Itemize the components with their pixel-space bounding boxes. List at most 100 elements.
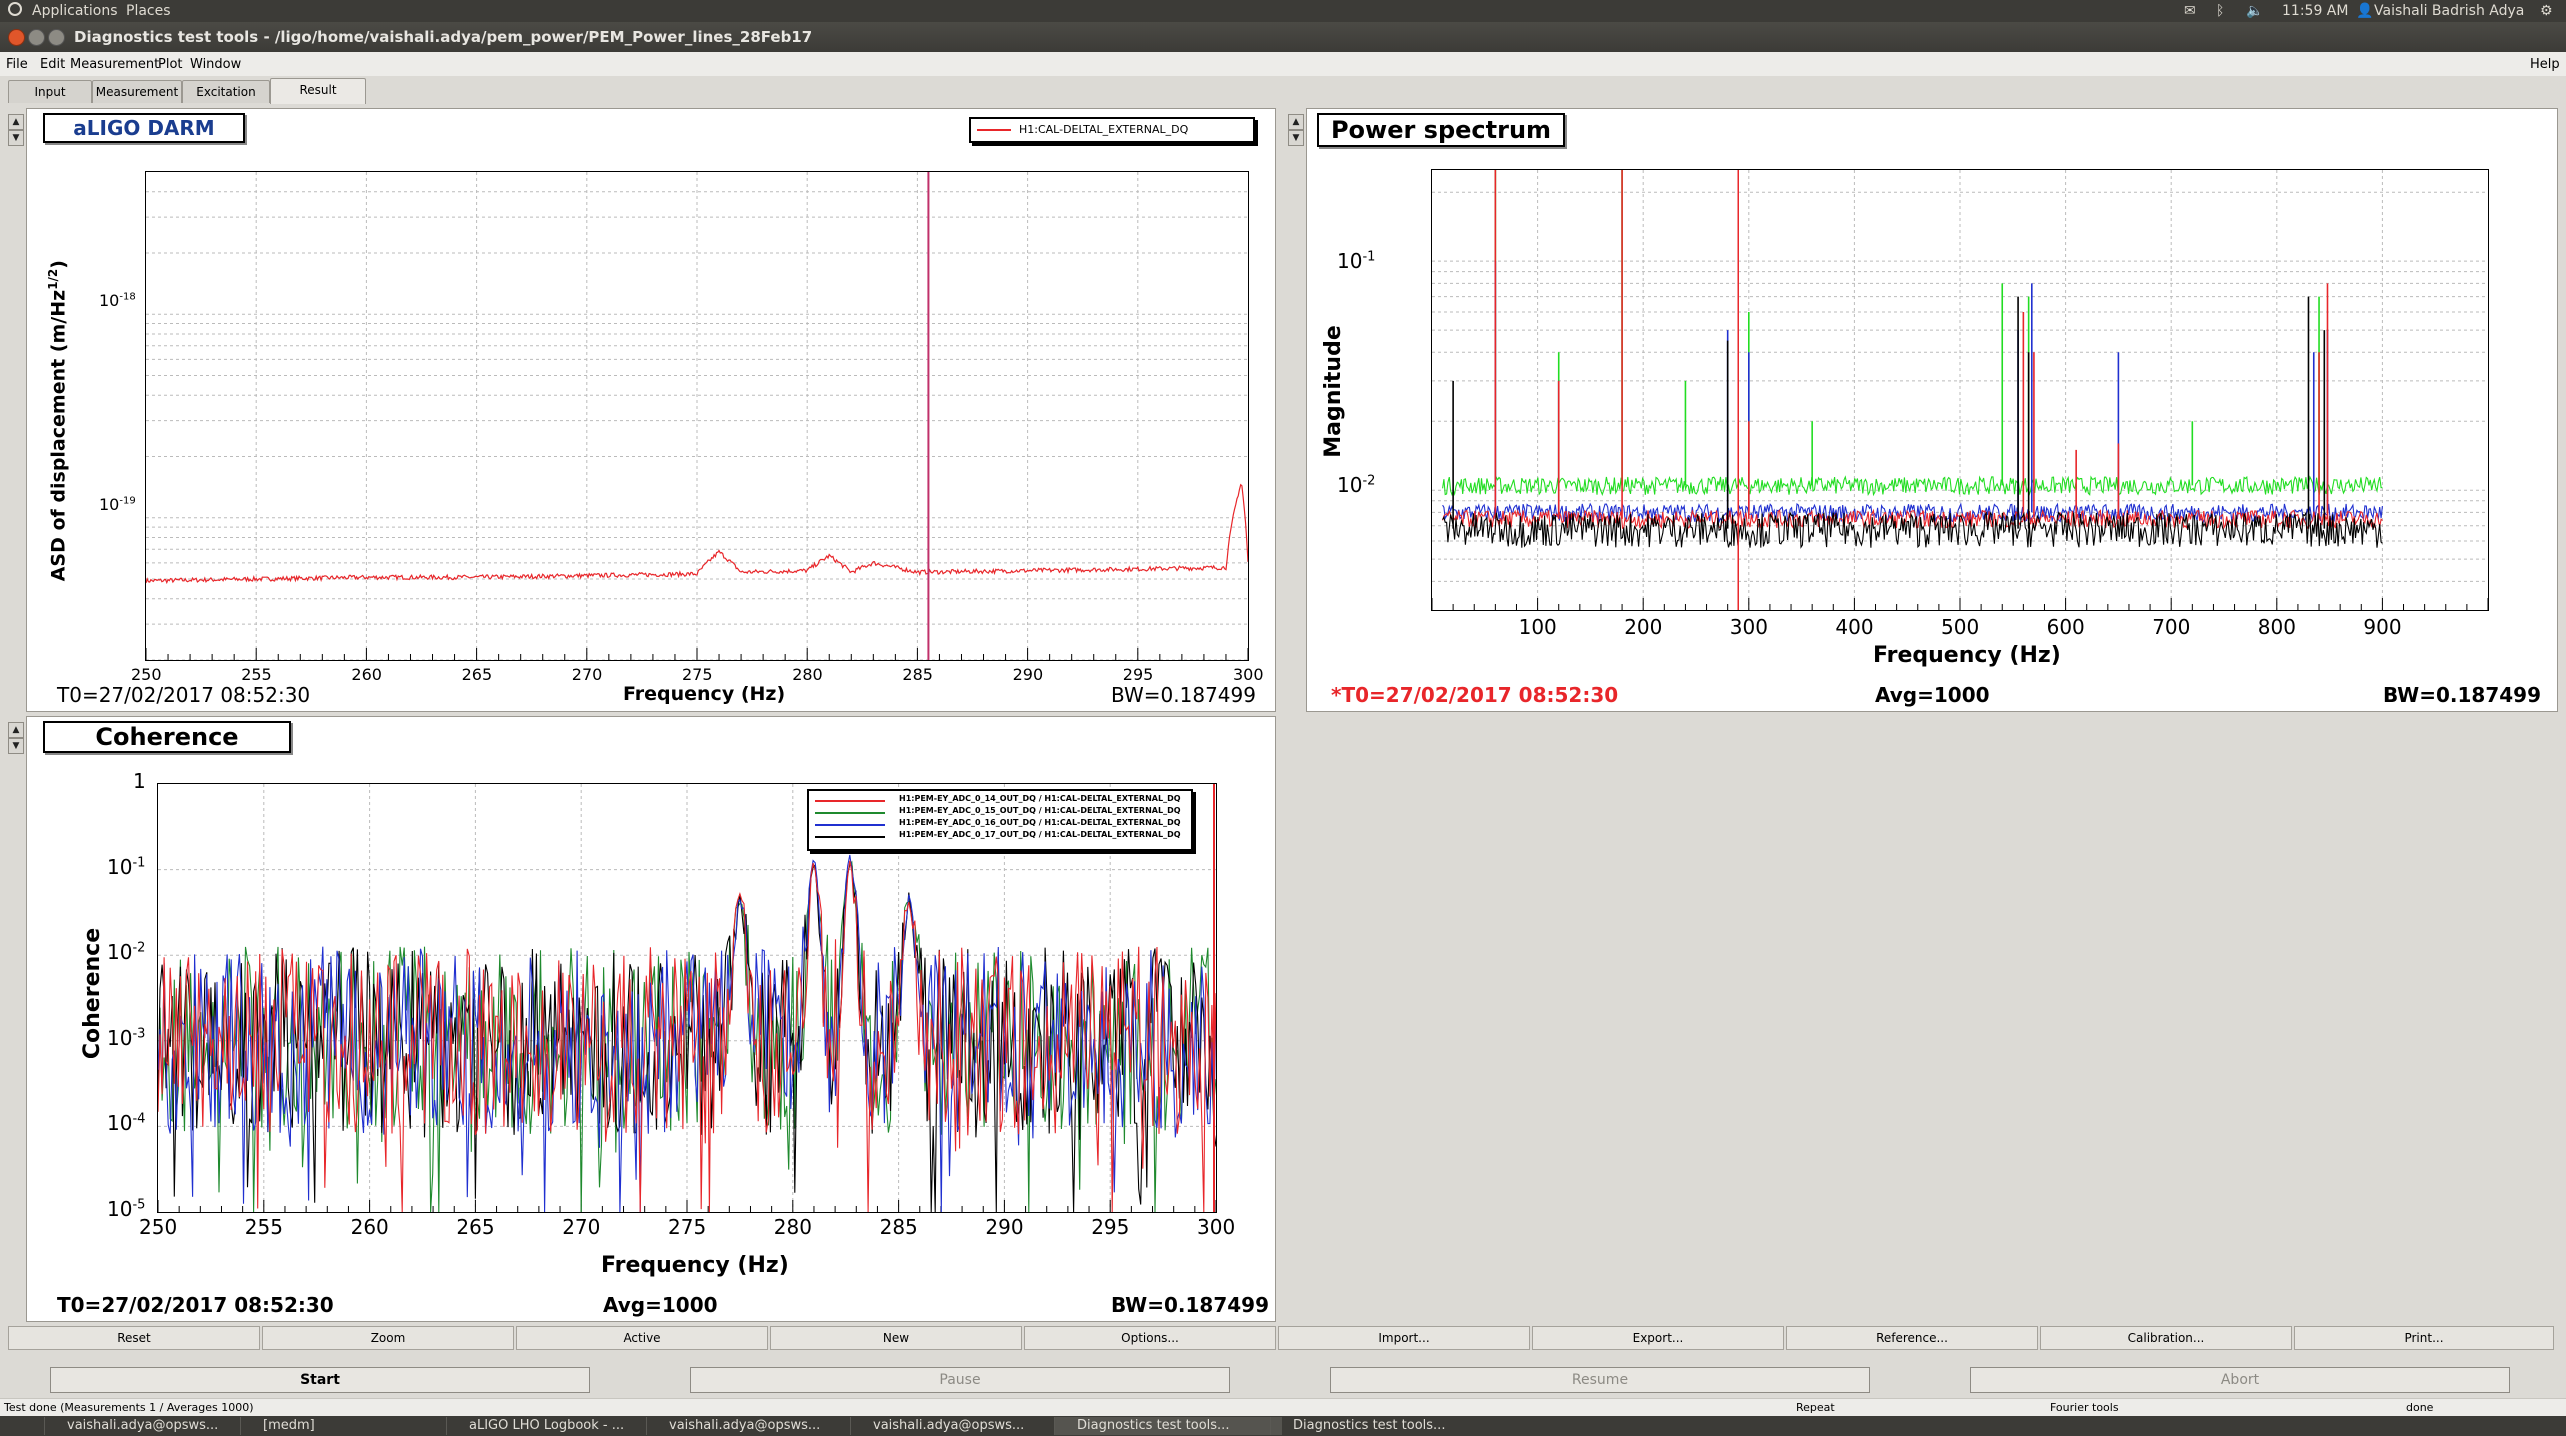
coherence-chart [158,784,1216,1212]
pad3-scroll-down-icon[interactable]: ▼ [8,738,24,754]
zoom-button[interactable]: Zoom [262,1326,514,1350]
darm-legend: H1:CAL-DELTAL_EXTERNAL_DQ [969,117,1255,143]
applications-menu[interactable]: Applications [32,3,118,19]
taskbar-item-diag-1[interactable]: Diagnostics test tools... [1054,1417,1282,1435]
power-chart [1432,170,2488,610]
pad1-scroll-up-icon[interactable]: ▲ [8,114,24,130]
taskbar-item-logbook[interactable]: aLIGO LHO Logbook - ... [446,1417,659,1435]
darm-xtick-label: 250 [131,665,162,684]
tab-result[interactable]: Result [270,78,366,104]
pause-button[interactable]: Pause [690,1367,1230,1393]
coherence-legend-swatch [815,800,885,802]
export-button[interactable]: Export... [1532,1326,1784,1350]
pad1-scroll-down-icon[interactable]: ▼ [8,130,24,146]
close-window-icon[interactable] [8,29,25,46]
menu-window[interactable]: Window [190,57,242,72]
system-top-bar: Applications Places ✉ ᛒ 🔈 11:59 AM 👤 Vai… [0,0,2566,22]
darm-plot-area[interactable] [145,171,1249,661]
menu-plot[interactable]: Plot [158,57,183,72]
coherence-ytick-label: 10-1 [107,854,146,879]
start-button[interactable]: Start [50,1367,590,1393]
bluetooth-icon[interactable]: ᛒ [2216,3,2225,19]
ubuntu-logo-icon[interactable] [8,2,22,16]
user-icon[interactable]: 👤 [2356,3,2374,19]
coherence-title: Coherence [43,721,291,753]
coherence-xtick-label: 285 [879,1215,918,1239]
coherence-avg-label: Avg=1000 [603,1293,718,1317]
abort-button[interactable]: Abort [1970,1367,2510,1393]
coherence-legend-label: H1:PEM-EY_ADC_0_16_OUT_DQ / H1:CAL-DELTA… [899,818,1181,827]
maximize-window-icon[interactable] [48,29,65,46]
mail-icon[interactable]: ✉ [2184,3,2196,19]
darm-xtick-label: 275 [682,665,713,684]
empty-plot-pad[interactable] [1282,716,2558,1322]
coherence-legend-label: H1:PEM-EY_ADC_0_15_OUT_DQ / H1:CAL-DELTA… [899,806,1181,815]
power-plot-area[interactable] [1431,169,2489,611]
import-button[interactable]: Import... [1278,1326,1530,1350]
darm-xtick-label: 295 [1122,665,1154,684]
status-message: Test done (Measurements 1 / Averages 100… [4,1401,254,1414]
tab-excitation[interactable]: Excitation [182,80,270,103]
taskbar-item-medm[interactable]: [medm] [240,1417,453,1435]
taskbar-item-diag-2[interactable]: Diagnostics test tools... [1270,1417,1498,1435]
reset-button[interactable]: Reset [8,1326,260,1350]
window-titlebar: Diagnostics test tools - /ligo/home/vais… [0,22,2566,52]
menu-measurement[interactable]: Measurement [70,57,160,72]
coherence-legend-swatch [815,836,885,838]
print-button[interactable]: Print... [2294,1326,2554,1350]
volume-icon[interactable]: 🔈 [2246,3,2264,19]
darm-ytick-top: 10-18 [99,291,136,310]
coherence-xtick-label: 280 [773,1215,812,1239]
power-spectrum-panel[interactable]: Power spectrum 100 200 300 400 500 600 700 800 9… [1306,108,2558,712]
clock[interactable]: 11:59 AM [2282,3,2349,19]
menu-file[interactable]: File [6,57,28,72]
resume-button[interactable]: Resume [1330,1367,1870,1393]
power-series-black [1442,511,2383,549]
darm-legend-label: H1:CAL-DELTAL_EXTERNAL_DQ [1019,123,1189,136]
status-bar: Test done (Measurements 1 / Averages 100… [0,1398,2566,1417]
new-button[interactable]: New [770,1326,1022,1350]
darm-xtick-label: 285 [902,665,933,684]
coherence-xtick-label: 270 [562,1215,601,1239]
options-button[interactable]: Options... [1024,1326,1276,1350]
power-ytick-bottom: 10-2 [1337,473,1376,497]
user-name[interactable]: Vaishali Badrish Adya [2374,3,2525,19]
menu-edit[interactable]: Edit [40,57,66,72]
reference-button[interactable]: Reference... [1786,1326,2038,1350]
power-xtick-label: 500 [1941,615,1980,639]
power-x-axis-title: Frequency (Hz) [1873,643,2061,668]
status-done: done [2406,1401,2434,1414]
tab-input[interactable]: Input [8,80,92,103]
places-menu[interactable]: Places [126,3,171,19]
coherence-xtick-label: 255 [244,1215,283,1239]
pad3-scroll-up-icon[interactable]: ▲ [8,722,24,738]
taskbar-item-terminal-2[interactable]: vaishali.adya@opsws... [646,1417,859,1435]
status-repeat: Repeat [1796,1401,1835,1414]
minimize-window-icon[interactable] [28,29,45,46]
calibration-button[interactable]: Calibration... [2040,1326,2292,1350]
active-button[interactable]: Active [516,1326,768,1350]
status-fourier: Fourier tools [2050,1401,2119,1414]
coherence-panel[interactable]: Coherence H1:PEM-EY_ADC_0_14_OUT_DQ / H1… [26,716,1276,1322]
pad2-scroll-up-icon[interactable]: ▲ [1288,114,1304,130]
tab-bar: Input Measurement Excitation Result [0,76,2566,104]
pad2-scroll-down-icon[interactable]: ▼ [1288,130,1304,146]
coherence-xtick-label: 275 [668,1215,707,1239]
coherence-ytick-label: 10-5 [107,1197,146,1221]
taskbar-item-terminal-1[interactable]: vaishali.adya@opsws... [44,1417,257,1435]
taskbar-item-terminal-3[interactable]: vaishali.adya@opsws... [850,1417,1063,1435]
coherence-x-axis-title: Frequency (Hz) [601,1253,789,1278]
coherence-ytick-label: 1 [133,769,146,793]
power-series-red [1442,508,2383,530]
coherence-plot-area[interactable] [157,783,1217,1213]
tab-measurement[interactable]: Measurement [92,80,182,103]
menu-help[interactable]: Help [2530,57,2560,72]
power-xtick-label: 600 [2046,615,2085,639]
power-spectrum-title: Power spectrum [1317,113,1565,147]
darm-plot-panel[interactable]: aLIGO DARM H1:CAL-DELTAL_EXTERNAL_DQ 250… [26,108,1276,712]
power-xtick-label: 200 [1624,615,1663,639]
power-ytick-top: 10-1 [1337,249,1376,273]
power-series-blue [1442,502,2383,524]
settings-gear-icon[interactable]: ⚙ [2540,3,2553,19]
coherence-xtick-label: 250 [139,1215,178,1239]
